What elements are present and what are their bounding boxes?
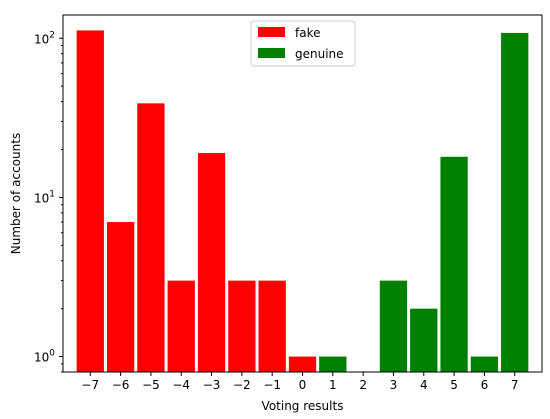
fake-bar [167, 280, 195, 372]
x-tick-label: −7 [81, 378, 99, 392]
genuine-bar [501, 32, 529, 372]
x-axis-ticks: −7 −6 −5 −4 −3 −2 −1 0 1 2 3 4 5 6 7 [81, 372, 519, 392]
fake-bar [288, 356, 317, 372]
legend-label: genuine [295, 47, 344, 61]
fake-bar [258, 280, 286, 372]
genuine-bar [319, 356, 347, 372]
x-tick-label: −6 [112, 378, 130, 392]
fake-bar [197, 153, 226, 372]
genuine-bar [440, 156, 468, 372]
x-tick-label: −2 [233, 378, 251, 392]
x-axis-label: Voting results [262, 399, 344, 413]
bars [76, 30, 529, 373]
legend-swatch [258, 27, 285, 37]
y-axis-label: Number of accounts [9, 133, 23, 254]
y-tick-label: 100 [34, 349, 55, 365]
x-tick-label: −3 [203, 378, 221, 392]
legend: fake genuine [250, 20, 356, 67]
x-tick-label: −5 [142, 378, 160, 392]
plot-frame [62, 14, 543, 373]
x-tick-label: 0 [299, 378, 307, 392]
x-tick-label: 1 [329, 378, 337, 392]
x-tick-label: −4 [172, 378, 190, 392]
y-tick-label: 102 [34, 30, 55, 46]
fake-bar [228, 280, 256, 372]
legend-swatch [258, 48, 285, 58]
x-tick-label: 6 [481, 378, 489, 392]
x-tick-label: 2 [359, 378, 367, 392]
x-tick-label: 7 [511, 378, 519, 392]
y-tick-label: 101 [34, 189, 55, 205]
fake-bar [137, 103, 165, 372]
genuine-bar [379, 280, 408, 372]
fake-bar [76, 30, 104, 373]
legend-label: fake [295, 26, 320, 40]
x-tick-label: 3 [390, 378, 398, 392]
genuine-bar [410, 308, 438, 372]
x-tick-label: −1 [263, 378, 281, 392]
y-axis-ticks: 100 101 102 [34, 30, 63, 373]
x-tick-label: 4 [420, 378, 428, 392]
x-tick-label: 5 [450, 378, 458, 392]
genuine-bar [470, 356, 499, 372]
fake-bar [106, 222, 135, 372]
